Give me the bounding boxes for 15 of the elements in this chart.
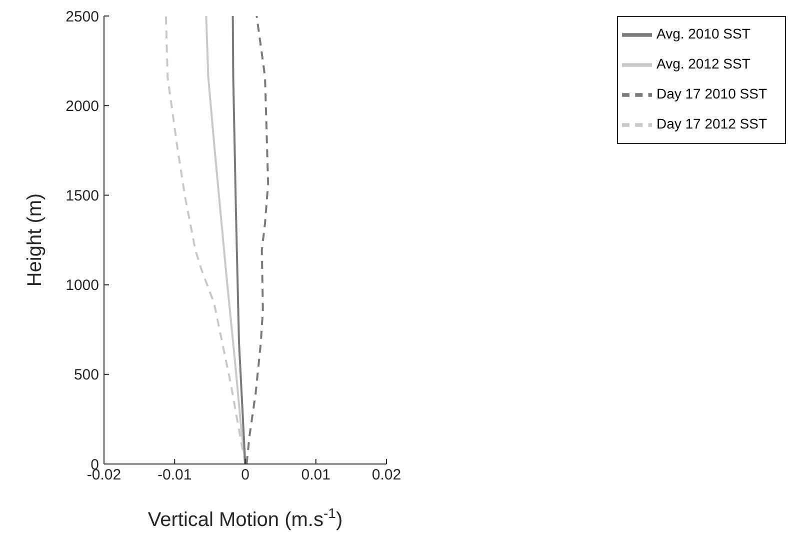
legend-label: Avg. 2010 SST: [656, 26, 750, 42]
x-tick-label: -0.01: [158, 466, 192, 484]
y-tick-label: 1500: [66, 188, 99, 205]
legend-label: Avg. 2012 SST: [656, 56, 750, 72]
y-tick-label: 1000: [66, 277, 99, 294]
legend-label: Day 17 2010 SST: [656, 86, 767, 102]
x-tick-label: 0.01: [301, 466, 330, 484]
x-tick-label: 0.02: [372, 466, 402, 484]
x-tick-label: 0: [241, 466, 250, 484]
x-axis-title: Vertical Motion (m.s$^{-1}$): [148, 505, 343, 531]
y-tick-label: 2000: [66, 98, 99, 115]
legend-label: Day 17 2012 SST: [656, 116, 767, 132]
y-tick-label: 2500: [66, 8, 99, 26]
y-axis-title: Height (m): [24, 193, 46, 287]
y-tick-label: 500: [74, 366, 99, 384]
